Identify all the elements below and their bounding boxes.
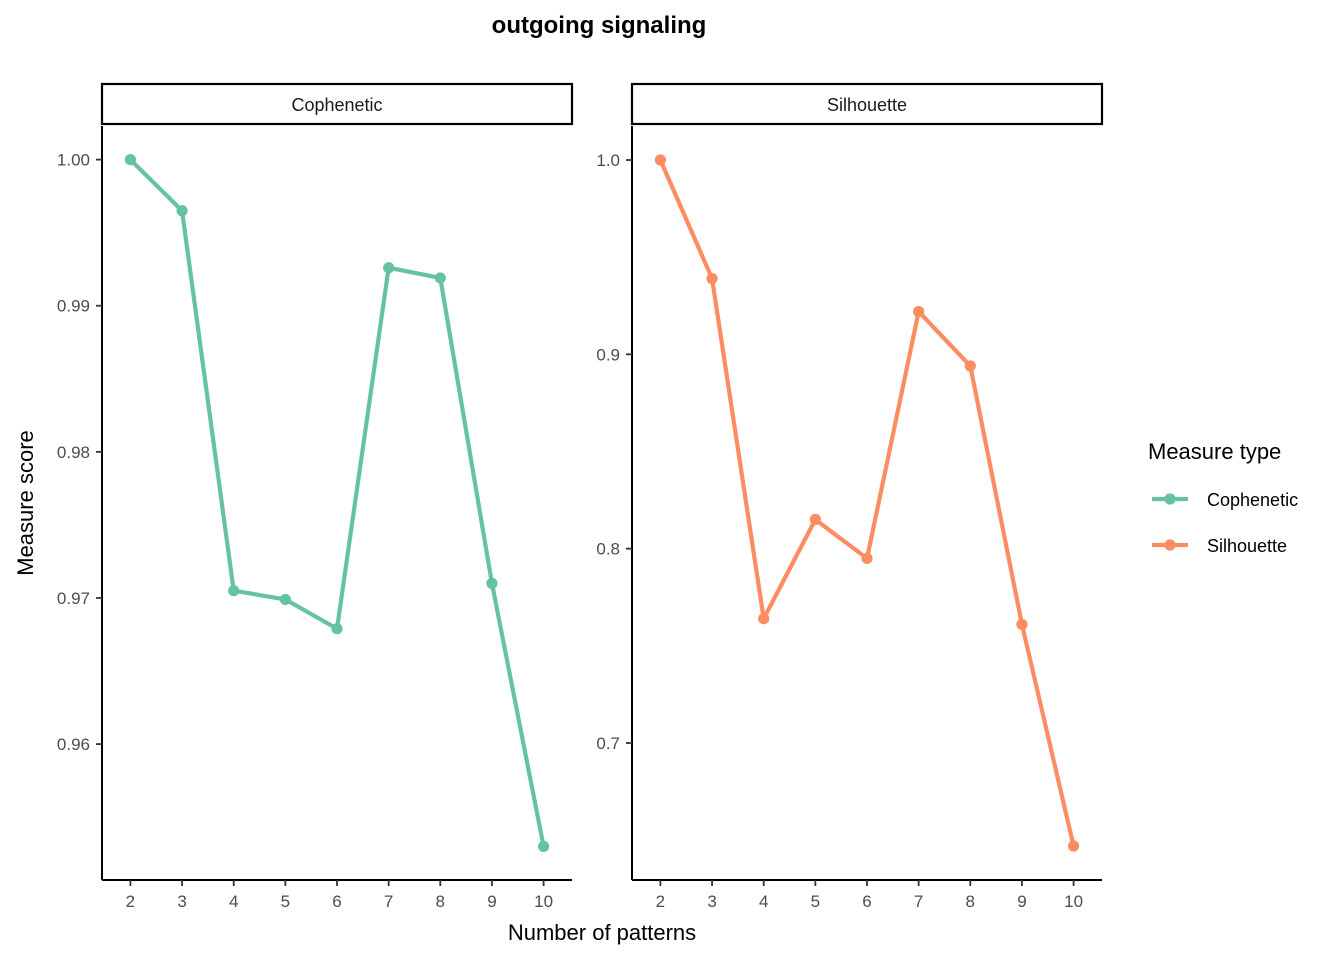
- y-tick-label-cophenetic: 1.00: [57, 151, 90, 170]
- y-tick-label-cophenetic: 0.98: [57, 443, 90, 462]
- x-tick-label-silhouette: 9: [1017, 892, 1026, 911]
- legend-entry-cophenetic: Cophenetic: [1152, 490, 1298, 510]
- data-point-silhouette: [913, 305, 925, 318]
- legend-entries: Cophenetic Silhouette: [1152, 490, 1298, 556]
- x-tick-label-silhouette: 3: [707, 892, 716, 911]
- y-axis-title: Measure score: [13, 430, 38, 576]
- legend-key-point-silhouette: [1164, 539, 1176, 551]
- panel-cophenetic: Cophenetic 0.96 0.97 0.98 0.99 1.00 2 3 4 5 6 7 8 9 10: [57, 82, 574, 911]
- data-point-silhouette: [809, 513, 821, 526]
- data-point-cophenetic: [176, 205, 188, 217]
- facet-strip-label-cophenetic: Cophenetic: [291, 95, 382, 115]
- data-point-cophenetic: [537, 840, 550, 852]
- data-point-cophenetic: [124, 154, 137, 166]
- panel-silhouette: Silhouette 0.7 0.8 0.9 1.0 2 3 4 5 6 7 8 9 10: [596, 82, 1104, 911]
- x-tick-label-cophenetic: 2: [126, 892, 135, 911]
- y-tick-label-silhouette: 1.0: [596, 151, 620, 170]
- data-point-cophenetic: [279, 593, 291, 606]
- y-tick-label-silhouette: 0.7: [596, 734, 620, 753]
- data-point-silhouette: [1067, 840, 1080, 852]
- data-point-silhouette: [706, 272, 718, 285]
- legend-title: Measure type: [1148, 439, 1281, 464]
- legend-label-cophenetic: Cophenetic: [1207, 490, 1298, 510]
- y-tick-label-cophenetic: 0.97: [57, 589, 90, 608]
- x-tick-label-silhouette: 5: [811, 892, 820, 911]
- data-point-cophenetic: [486, 577, 498, 589]
- series-line-silhouette: [658, 159, 1076, 847]
- y-tick-label-cophenetic: 0.99: [57, 297, 90, 316]
- data-point-cophenetic: [228, 585, 240, 597]
- facet-strip-label-silhouette: Silhouette: [827, 95, 907, 115]
- x-tick-label-silhouette: 7: [914, 892, 923, 911]
- x-tick-label-cophenetic: 3: [177, 892, 186, 911]
- facet-strip-cophenetic: [100, 82, 574, 126]
- y-tick-label-silhouette: 0.8: [596, 540, 620, 559]
- y-tick-label-cophenetic: 0.96: [57, 735, 90, 754]
- chart-title: outgoing signaling: [492, 12, 707, 39]
- data-point-silhouette: [964, 360, 976, 372]
- x-tick-label-cophenetic: 7: [384, 892, 393, 911]
- x-tick-label-cophenetic: 5: [281, 892, 290, 911]
- x-tick-label-silhouette: 8: [966, 892, 975, 911]
- data-point-cophenetic: [434, 272, 446, 284]
- data-point-silhouette: [758, 613, 770, 625]
- x-tick-label-silhouette: 2: [656, 892, 665, 911]
- data-point-silhouette: [1016, 618, 1028, 631]
- data-point-silhouette: [861, 552, 873, 564]
- x-tick-label-silhouette: 6: [862, 892, 871, 911]
- x-tick-label-silhouette: 4: [759, 892, 768, 911]
- y-tick-label-silhouette: 0.9: [596, 345, 620, 364]
- series-line-cophenetic: [128, 158, 546, 847]
- data-point-cophenetic: [383, 262, 395, 274]
- x-tick-label-cophenetic: 6: [332, 892, 341, 911]
- x-tick-label-cophenetic: 9: [487, 892, 496, 911]
- facet-strip-silhouette: [630, 82, 1104, 126]
- x-tick-label-cophenetic: 4: [229, 892, 238, 911]
- legend: Measure type Cophenetic Silhouette: [1148, 439, 1298, 556]
- data-point-silhouette: [654, 154, 667, 166]
- data-point-cophenetic: [331, 623, 343, 635]
- legend-label-silhouette: Silhouette: [1207, 536, 1287, 556]
- legend-key-point-cophenetic: [1164, 493, 1176, 505]
- x-axis-title: Number of patterns: [508, 920, 696, 945]
- x-tick-label-cophenetic: 8: [436, 892, 445, 911]
- x-tick-label-cophenetic: 10: [534, 892, 553, 911]
- legend-entry-silhouette: Silhouette: [1152, 536, 1287, 556]
- x-tick-label-silhouette: 10: [1064, 892, 1083, 911]
